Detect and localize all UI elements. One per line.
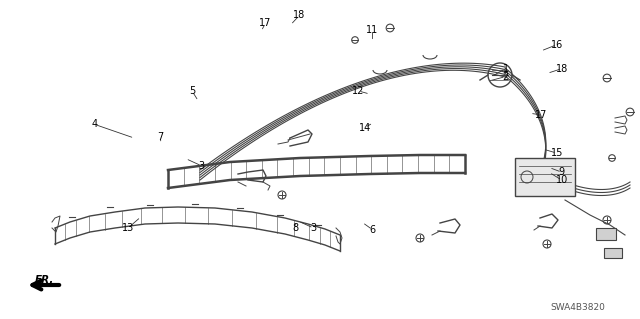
Text: 17: 17 (259, 18, 272, 28)
Bar (604, 248, 622, 258)
Text: 9: 9 (559, 167, 565, 177)
Text: 18: 18 (556, 63, 568, 74)
Text: 17: 17 (534, 110, 547, 120)
Bar (596, 228, 616, 240)
Text: 2: 2 (502, 71, 509, 82)
Text: 5: 5 (189, 86, 195, 96)
Text: 3: 3 (198, 161, 205, 171)
Text: 13: 13 (122, 223, 134, 233)
Text: 11: 11 (366, 25, 379, 35)
Text: 8: 8 (292, 223, 299, 233)
Text: FR.: FR. (35, 275, 54, 285)
Text: 15: 15 (550, 148, 563, 158)
Text: 10: 10 (556, 175, 568, 185)
Text: 18: 18 (293, 10, 306, 20)
Text: 7: 7 (157, 132, 163, 142)
Text: SWA4B3820: SWA4B3820 (550, 303, 605, 313)
Text: 16: 16 (550, 40, 563, 50)
Text: 4: 4 (92, 119, 98, 130)
Bar (515, 158, 575, 196)
Text: 1: 1 (502, 63, 509, 74)
Text: 12: 12 (352, 86, 365, 96)
Text: 3: 3 (310, 223, 317, 233)
Text: 6: 6 (369, 225, 376, 235)
Text: 14: 14 (358, 122, 371, 133)
